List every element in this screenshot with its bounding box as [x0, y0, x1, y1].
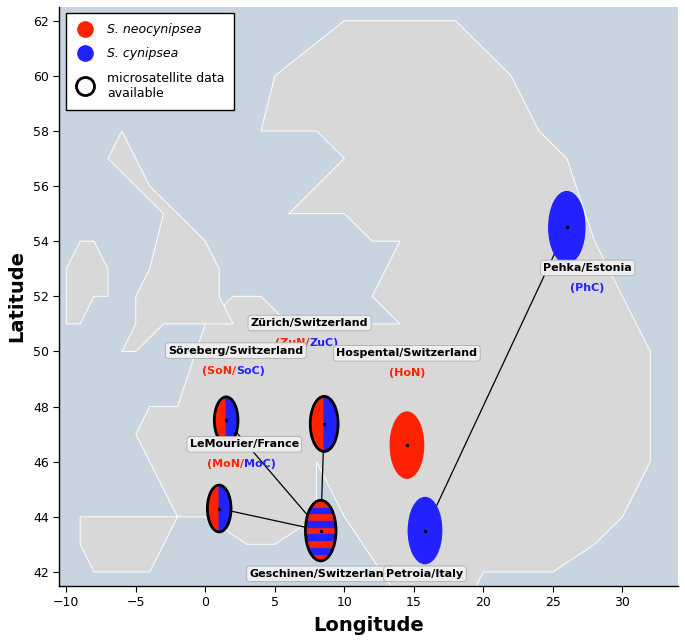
Wedge shape: [310, 396, 324, 451]
Bar: [306, 521, 336, 526]
Text: Hospental/Switzerland: Hospental/Switzerland: [336, 349, 477, 358]
Text: Söreberg/Switzerland: Söreberg/Switzerland: [169, 345, 303, 356]
Y-axis label: Latitude: Latitude: [7, 250, 26, 342]
Legend: S. neocynipsea, S. cynipsea, microsatellite data
available: S. neocynipsea, S. cynipsea, microsatell…: [66, 13, 234, 110]
Polygon shape: [66, 241, 108, 324]
Circle shape: [408, 498, 442, 564]
Text: Zürich/Switzerland: Zürich/Switzerland: [251, 318, 369, 328]
Text: SoC): SoC): [236, 366, 265, 376]
Text: (HoN): (HoN): [388, 369, 425, 379]
Polygon shape: [80, 21, 650, 627]
Bar: [306, 534, 336, 540]
Bar: [306, 508, 336, 513]
Wedge shape: [214, 397, 226, 444]
Wedge shape: [324, 396, 338, 451]
Text: Petroia/Italy: Petroia/Italy: [386, 569, 464, 579]
Circle shape: [390, 412, 423, 478]
Text: ZuC): ZuC): [310, 338, 339, 348]
Bar: [306, 548, 336, 553]
Text: Geschinen/Switzerland: Geschinen/Switzerland: [249, 569, 392, 579]
Text: (GeN): (GeN): [0, 641, 1, 642]
Wedge shape: [208, 485, 219, 532]
Wedge shape: [219, 485, 231, 532]
Circle shape: [306, 500, 336, 561]
Wedge shape: [226, 397, 238, 444]
Text: Pehka/Estonia: Pehka/Estonia: [543, 263, 632, 273]
X-axis label: Longitude: Longitude: [313, 616, 424, 635]
Circle shape: [549, 191, 585, 263]
Polygon shape: [108, 131, 233, 351]
Text: (ZuN/: (ZuN/: [275, 338, 310, 348]
Text: (MoN/: (MoN/: [207, 460, 245, 469]
Text: LeMourier/France: LeMourier/France: [190, 439, 299, 449]
Text: (PtC): (PtC): [0, 641, 1, 642]
Text: MoC): MoC): [245, 460, 276, 469]
Text: (SoN/: (SoN/: [202, 366, 236, 376]
Text: (PhC): (PhC): [571, 283, 605, 293]
